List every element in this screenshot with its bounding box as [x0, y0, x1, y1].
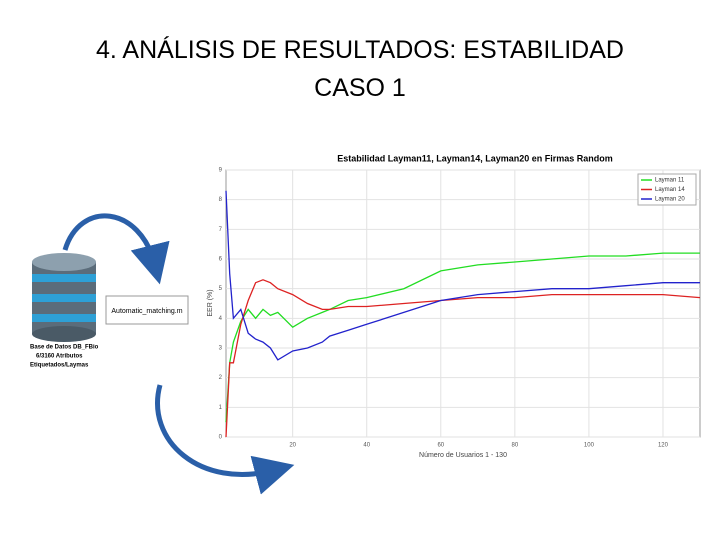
chart-title: Estabilidad Layman11, Layman14, Layman20… — [337, 153, 613, 163]
legend-label: Layman 11 — [655, 178, 685, 184]
db-label: 6/3160 Atributos — [36, 354, 83, 360]
y-tick-label: 4 — [219, 316, 223, 322]
arrow — [155, 384, 295, 495]
y-axis-label: EER (%) — [207, 289, 214, 316]
data-line — [225, 252, 700, 423]
x-tick-label: 100 — [584, 443, 595, 449]
db-label: Base de Datos DB_FBio — [30, 345, 99, 351]
y-tick-label: 2 — [219, 375, 223, 381]
y-tick-label: 1 — [219, 405, 223, 411]
x-tick-label: 80 — [512, 443, 519, 449]
script-label: Automatic_matching.m — [111, 308, 182, 315]
y-tick-label: 6 — [219, 257, 223, 263]
db-label: Etiquetados/Laymas — [30, 363, 89, 369]
slide-title: CASO 1 — [314, 74, 406, 102]
x-tick-label: 120 — [658, 443, 669, 449]
legend-label: Layman 14 — [655, 187, 685, 193]
y-tick-label: 9 — [219, 168, 223, 174]
legend-label: Layman 20 — [655, 197, 685, 203]
plot-area — [225, 169, 701, 438]
database-icon — [32, 253, 96, 342]
slide-title: 4. ANÁLISIS DE RESULTADOS: ESTABILIDAD — [96, 36, 624, 64]
x-axis-label: Número de Usuarios 1 - 130 — [419, 452, 507, 459]
x-tick-label: 60 — [437, 443, 444, 449]
arrow — [62, 213, 170, 285]
data-line — [225, 190, 700, 361]
y-tick-label: 0 — [219, 435, 223, 441]
x-tick-label: 20 — [289, 443, 296, 449]
y-tick-label: 5 — [219, 286, 223, 292]
y-tick-label: 7 — [219, 227, 223, 233]
y-tick-label: 3 — [219, 346, 223, 352]
data-line — [225, 279, 701, 438]
x-tick-label: 40 — [363, 443, 370, 449]
y-tick-label: 8 — [219, 197, 223, 203]
script-box — [105, 295, 189, 325]
